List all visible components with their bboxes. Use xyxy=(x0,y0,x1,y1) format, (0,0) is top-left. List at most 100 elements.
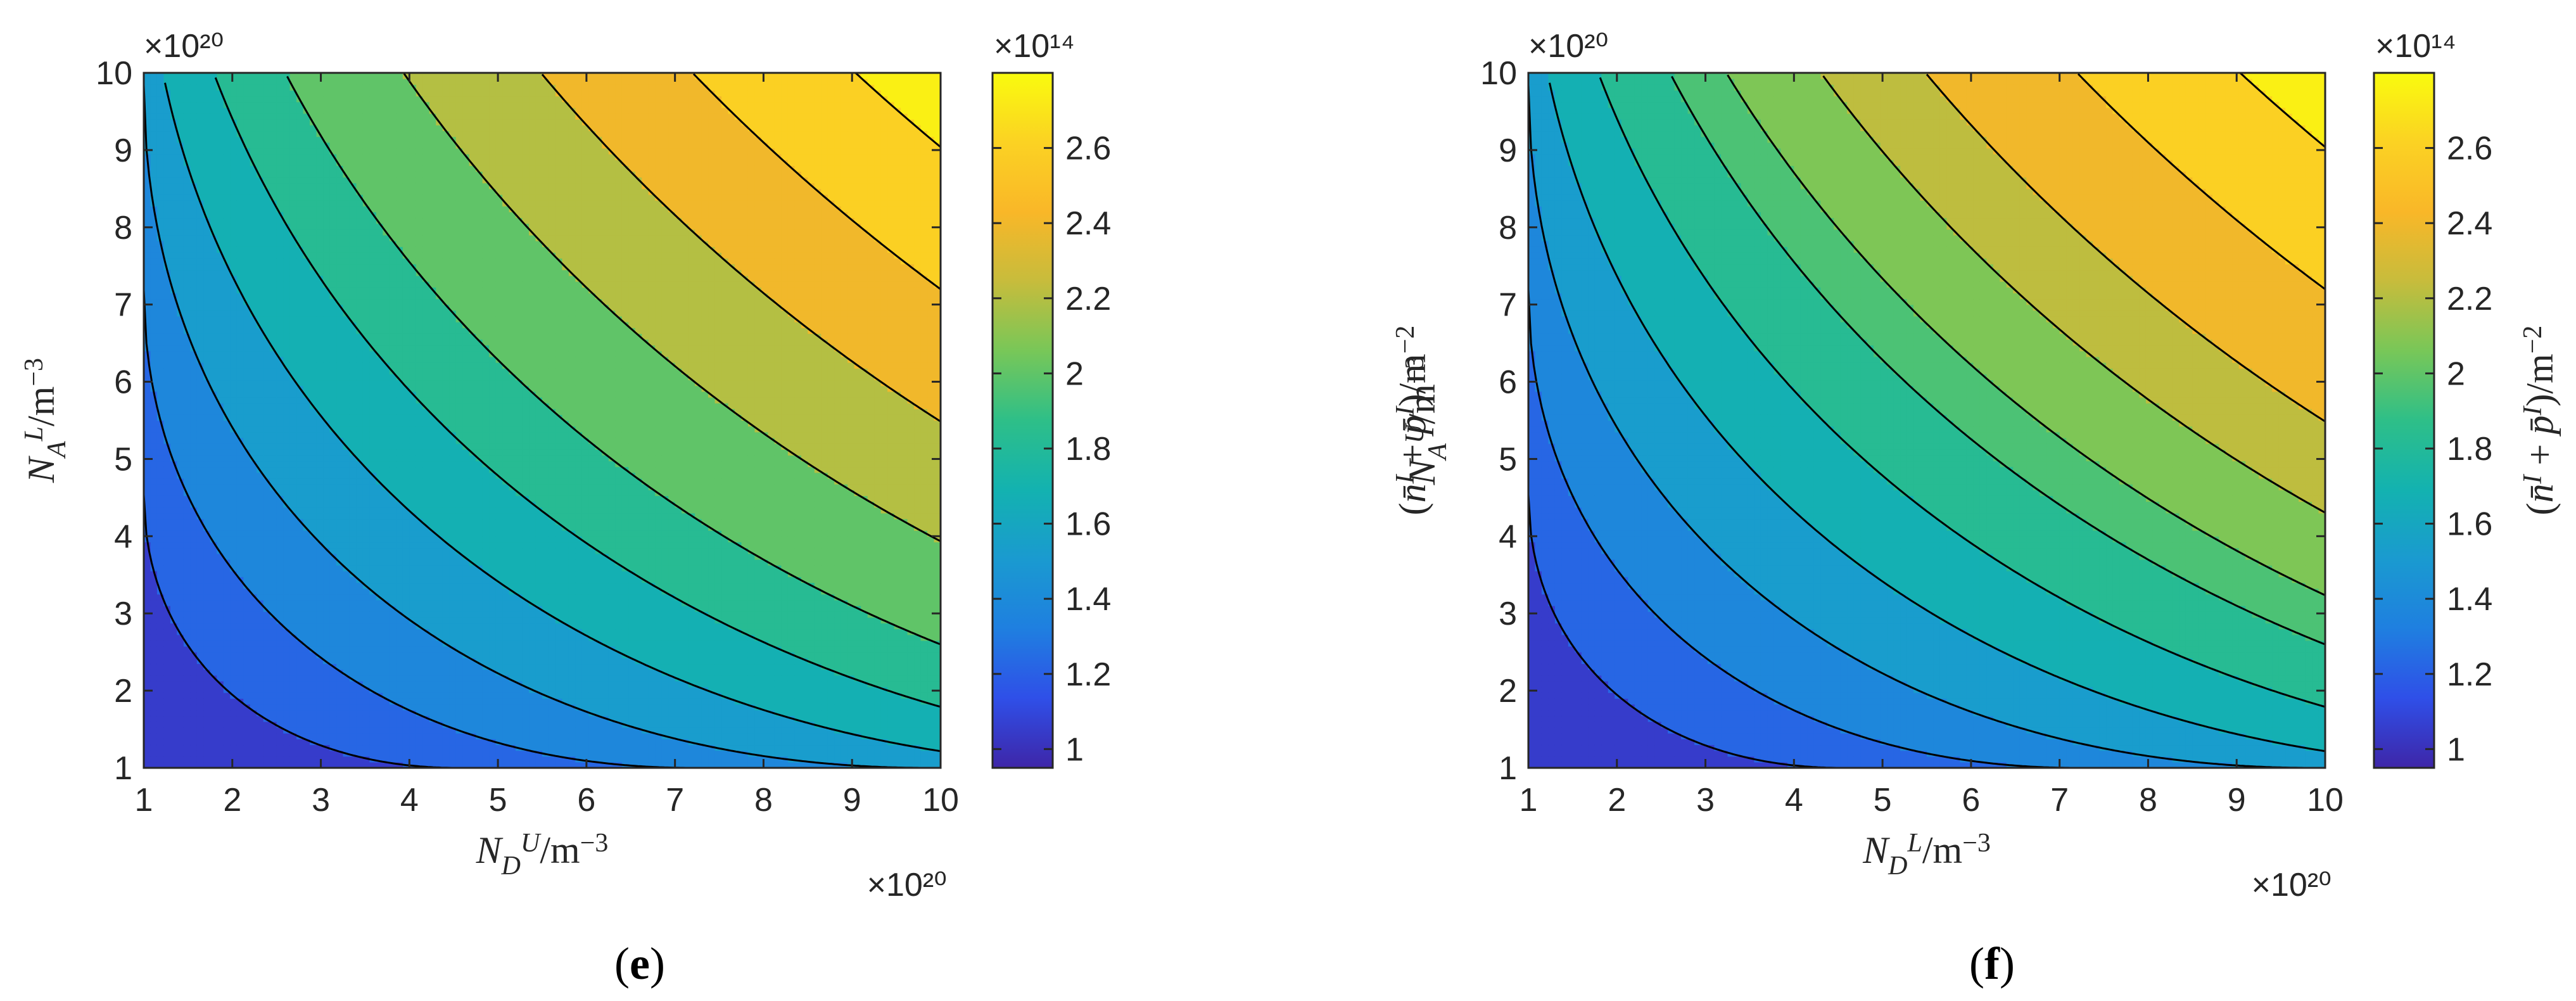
contour-cell xyxy=(317,635,324,641)
contour-cell xyxy=(283,692,290,699)
contour-cell xyxy=(203,641,210,647)
contour-cell xyxy=(277,374,284,380)
contour-cell xyxy=(237,119,244,125)
contour-cell xyxy=(283,108,290,114)
contour-cell xyxy=(184,113,191,120)
contour-cell xyxy=(177,670,184,676)
contour-cell xyxy=(190,519,197,525)
contour-cell xyxy=(224,194,231,201)
contour-cell xyxy=(157,455,164,461)
contour-cell xyxy=(203,270,210,276)
contour-cell xyxy=(210,461,217,467)
contour-cell xyxy=(163,241,170,247)
contour-cell xyxy=(250,276,257,282)
contour-cell xyxy=(230,79,237,85)
contour-cell xyxy=(317,357,324,363)
contour-cell xyxy=(283,739,290,745)
contour-cell xyxy=(203,467,210,473)
contour-cell xyxy=(217,328,224,334)
contour-cell xyxy=(197,374,204,380)
contour-cell xyxy=(157,340,164,346)
contour-cell xyxy=(170,744,177,751)
contour-cell xyxy=(230,530,237,537)
contour-cell xyxy=(224,235,231,241)
contour-cell xyxy=(330,478,337,485)
contour-cell xyxy=(303,536,310,542)
contour-cell xyxy=(190,229,197,236)
contour-cell xyxy=(184,600,191,606)
contour-cell xyxy=(257,386,263,392)
contour-cell xyxy=(277,716,284,722)
contour-cell xyxy=(243,670,250,676)
contour-cell xyxy=(263,432,270,438)
contour-cell xyxy=(270,582,277,589)
contour-cell xyxy=(296,507,303,514)
contour-cell xyxy=(230,328,237,334)
contour-cell xyxy=(277,530,284,537)
contour-cell xyxy=(250,449,257,456)
contour-cell xyxy=(290,478,297,485)
contour-cell xyxy=(257,478,263,485)
contour-cell xyxy=(210,478,217,485)
contour-cell xyxy=(270,276,277,282)
contour-cell xyxy=(177,658,184,664)
contour-cell xyxy=(150,96,157,103)
contour-cell xyxy=(144,490,151,496)
contour-cell xyxy=(257,507,263,514)
contour-cell xyxy=(224,530,231,537)
contour-cell xyxy=(310,165,317,172)
contour-cell xyxy=(144,386,151,392)
contour-cell xyxy=(323,629,330,635)
contour-cell xyxy=(257,235,263,241)
contour-cell xyxy=(330,143,337,149)
contour-cell xyxy=(310,333,317,340)
contour-cell xyxy=(283,380,290,386)
contour-cell xyxy=(243,328,250,334)
contour-cell xyxy=(283,171,290,177)
contour-cell xyxy=(177,687,184,693)
contour-cell xyxy=(224,293,231,299)
contour-cell xyxy=(184,623,191,629)
contour-cell xyxy=(150,473,157,479)
contour-cell xyxy=(177,525,184,531)
contour-cell xyxy=(277,299,284,305)
contour-cell xyxy=(303,658,310,664)
contour-cell xyxy=(224,374,231,380)
contour-cell xyxy=(150,704,157,710)
contour-cell xyxy=(330,698,337,705)
contour-cell xyxy=(323,218,330,224)
contour-cell xyxy=(330,235,337,241)
contour-cell xyxy=(163,617,170,623)
contour-cell xyxy=(184,392,191,398)
contour-cell xyxy=(330,739,337,745)
contour-cell xyxy=(203,513,210,520)
contour-cell xyxy=(270,189,277,195)
contour-cell xyxy=(203,658,210,664)
contour-cell xyxy=(217,727,224,734)
contour-cell xyxy=(184,397,191,404)
contour-cell xyxy=(296,322,303,328)
contour-cell xyxy=(203,340,210,346)
contour-cell xyxy=(303,623,310,629)
contour-cell xyxy=(170,310,177,317)
contour-cell xyxy=(330,357,337,363)
contour-cell xyxy=(210,739,217,745)
contour-cell xyxy=(197,333,204,340)
contour-cell xyxy=(303,143,310,149)
contour-cell xyxy=(163,582,170,589)
contour-cell xyxy=(263,484,270,490)
contour-cell xyxy=(217,333,224,340)
contour-cell xyxy=(296,409,303,415)
contour-cell xyxy=(163,559,170,566)
contour-cell xyxy=(177,246,184,253)
contour-cell xyxy=(317,525,324,531)
contour-cell xyxy=(157,380,164,386)
contour-cell xyxy=(150,490,157,496)
contour-cell xyxy=(250,629,257,635)
contour-cell xyxy=(217,507,224,514)
contour-cell xyxy=(163,490,170,496)
contour-cell xyxy=(330,194,337,201)
contour-cell xyxy=(157,449,164,456)
contour-cell xyxy=(296,461,303,467)
contour-cell xyxy=(243,212,250,218)
